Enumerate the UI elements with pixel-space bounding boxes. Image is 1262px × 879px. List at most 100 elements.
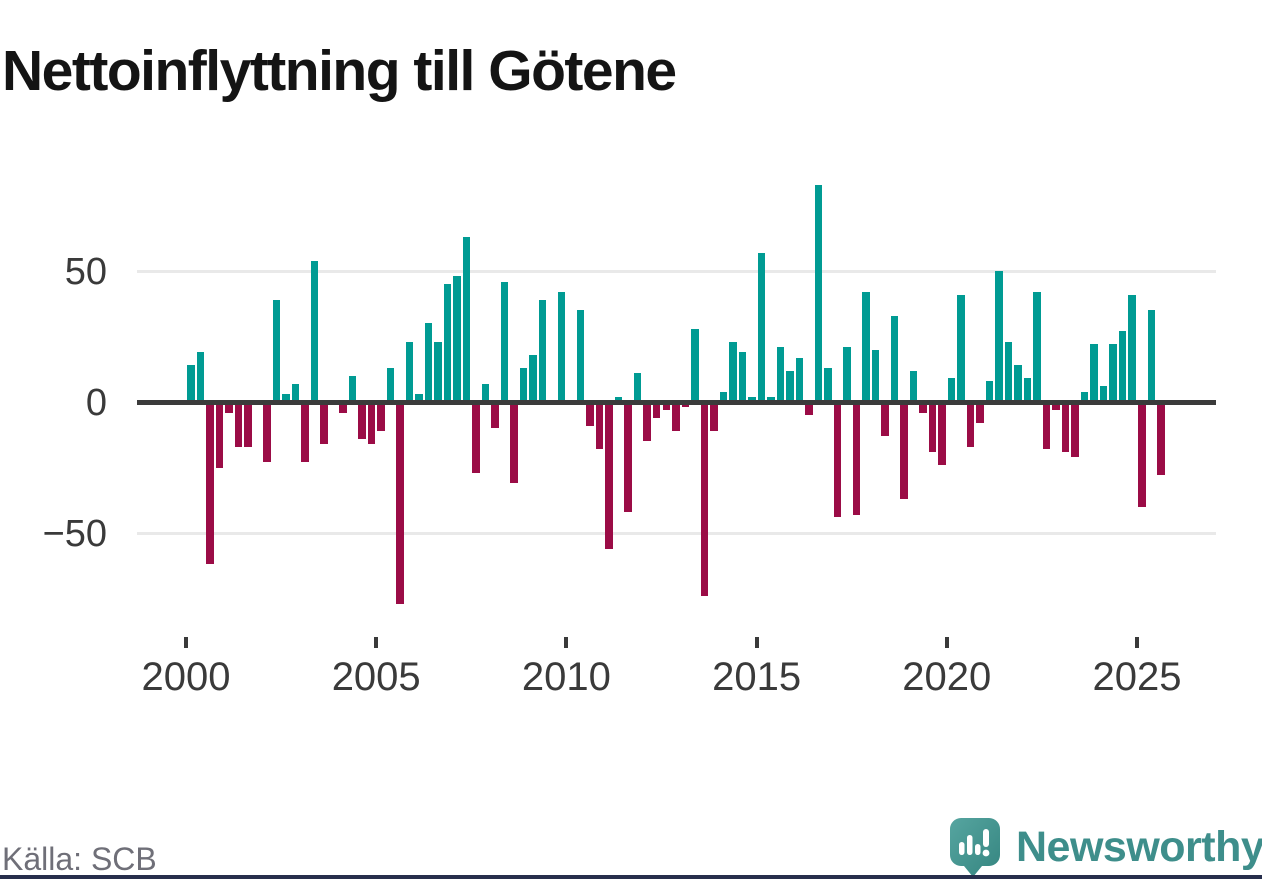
bar-2002Q3 bbox=[282, 394, 290, 402]
bar-2019Q2 bbox=[919, 402, 927, 413]
bar-2001Q1 bbox=[225, 402, 233, 413]
y-tick-label-50: 50 bbox=[64, 251, 107, 293]
bar-2009Q4 bbox=[557, 292, 566, 402]
bar-2015Q1 bbox=[757, 252, 766, 402]
page-title: Nettoinflyttning till Götene bbox=[2, 39, 677, 104]
gridline--50 bbox=[137, 531, 1216, 535]
bar-2003Q3 bbox=[320, 402, 328, 444]
bar-2022Q2 bbox=[1033, 292, 1041, 402]
bar-2022Q3 bbox=[1042, 402, 1051, 450]
bar-2000Q2 bbox=[196, 352, 205, 402]
bar-2013Q2 bbox=[691, 328, 699, 402]
bar-2008Q1 bbox=[491, 402, 499, 429]
y-tick-label-0: 0 bbox=[85, 382, 107, 424]
bar-2011Q2 bbox=[614, 396, 623, 402]
bar-2009Q1 bbox=[529, 354, 537, 402]
bar-2006Q2 bbox=[424, 323, 433, 402]
bar-2016Q3 bbox=[814, 184, 823, 402]
bar-2017Q4 bbox=[862, 292, 870, 402]
bar-2012Q3 bbox=[662, 402, 671, 410]
bar-2018Q1 bbox=[871, 349, 880, 402]
bar-2005Q1 bbox=[377, 402, 385, 431]
bar-2017Q2 bbox=[843, 347, 851, 402]
bar-2012Q2 bbox=[652, 402, 661, 418]
bar-2014Q4 bbox=[748, 396, 756, 402]
x-tick-label-2010: 2010 bbox=[521, 655, 611, 699]
bar-2002Q1 bbox=[263, 402, 271, 463]
x-tick-2010 bbox=[564, 637, 569, 648]
bar-2023Q1 bbox=[1061, 402, 1070, 452]
x-tick-2020 bbox=[944, 637, 949, 648]
x-axis-zero-line bbox=[137, 399, 1216, 405]
bar-2018Q2 bbox=[881, 402, 889, 437]
source-note: Källa: SCB bbox=[2, 841, 157, 877]
bar-2011Q3 bbox=[624, 402, 632, 512]
bar-2014Q1 bbox=[719, 391, 728, 402]
bar-2007Q2 bbox=[462, 236, 471, 402]
bar-2019Q1 bbox=[909, 370, 918, 402]
bar-2010Q3 bbox=[586, 402, 594, 426]
bar-2003Q2 bbox=[310, 260, 319, 402]
bar-2018Q4 bbox=[900, 402, 908, 499]
bar-2004Q2 bbox=[348, 375, 357, 402]
bar-2012Q4 bbox=[672, 402, 680, 431]
bar-2012Q1 bbox=[643, 402, 651, 442]
bar-2013Q3 bbox=[700, 402, 709, 596]
bar-2008Q3 bbox=[510, 402, 518, 484]
bar-2021Q1 bbox=[985, 381, 994, 402]
bar-2014Q2 bbox=[729, 341, 737, 402]
bar-2020Q3 bbox=[966, 402, 975, 447]
x-tick-label-2020: 2020 bbox=[902, 655, 992, 699]
bar-2003Q1 bbox=[301, 402, 309, 463]
bar-2024Q1 bbox=[1099, 386, 1108, 402]
bar-2020Q4 bbox=[976, 402, 984, 423]
bar-2023Q2 bbox=[1071, 402, 1079, 457]
bar-2019Q3 bbox=[928, 402, 937, 452]
bar-2021Q3 bbox=[1004, 341, 1013, 402]
bar-2018Q3 bbox=[890, 315, 899, 402]
bar-2008Q2 bbox=[500, 281, 509, 402]
bottom-accent-bar bbox=[0, 875, 1262, 879]
bar-2011Q4 bbox=[633, 373, 642, 402]
bar-2025Q1 bbox=[1138, 402, 1146, 507]
x-tick-2025 bbox=[1135, 637, 1139, 648]
bar-2025Q3 bbox=[1157, 402, 1165, 476]
newsworthy-speech-bubble-chart-icon bbox=[950, 818, 1000, 877]
bar-2020Q2 bbox=[957, 294, 965, 402]
bar-2001Q2 bbox=[234, 402, 243, 447]
x-tick-label-2015: 2015 bbox=[712, 655, 802, 699]
bar-2013Q1 bbox=[681, 402, 690, 408]
bar-2015Q4 bbox=[786, 370, 794, 402]
bar-2025Q2 bbox=[1147, 310, 1156, 402]
bar-2006Q3 bbox=[434, 341, 442, 402]
bar-2022Q4 bbox=[1052, 402, 1060, 410]
bar-2024Q4 bbox=[1128, 294, 1136, 402]
bar-2010Q2 bbox=[576, 310, 585, 402]
bar-2002Q4 bbox=[291, 383, 300, 402]
bar-2007Q1 bbox=[453, 276, 461, 402]
bar-2013Q4 bbox=[710, 402, 718, 431]
x-tick-label-2025: 2025 bbox=[1092, 655, 1182, 699]
bar-2022Q1 bbox=[1023, 378, 1032, 402]
bar-2000Q1 bbox=[187, 365, 195, 402]
bar-2021Q2 bbox=[995, 271, 1003, 402]
bar-2016Q1 bbox=[795, 357, 804, 402]
bar-2009Q2 bbox=[538, 299, 547, 402]
bar-2001Q3 bbox=[244, 402, 252, 447]
bar-2020Q1 bbox=[947, 378, 956, 402]
x-tick-label-2005: 2005 bbox=[331, 655, 421, 699]
bar-2023Q3 bbox=[1080, 391, 1089, 402]
bar-2005Q2 bbox=[386, 367, 395, 402]
x-tick-2005 bbox=[374, 637, 379, 648]
bar-2024Q3 bbox=[1118, 331, 1127, 402]
bar-2015Q2 bbox=[767, 396, 775, 402]
bar-2005Q3 bbox=[396, 402, 404, 604]
bar-2016Q2 bbox=[805, 402, 813, 416]
bar-2021Q4 bbox=[1014, 365, 1022, 402]
bar-2007Q3 bbox=[472, 402, 480, 473]
bar-2011Q1 bbox=[605, 402, 613, 549]
bar-2006Q1 bbox=[415, 394, 423, 402]
brand-name: Newsworthy bbox=[1016, 823, 1262, 871]
bar-2017Q3 bbox=[852, 402, 861, 515]
